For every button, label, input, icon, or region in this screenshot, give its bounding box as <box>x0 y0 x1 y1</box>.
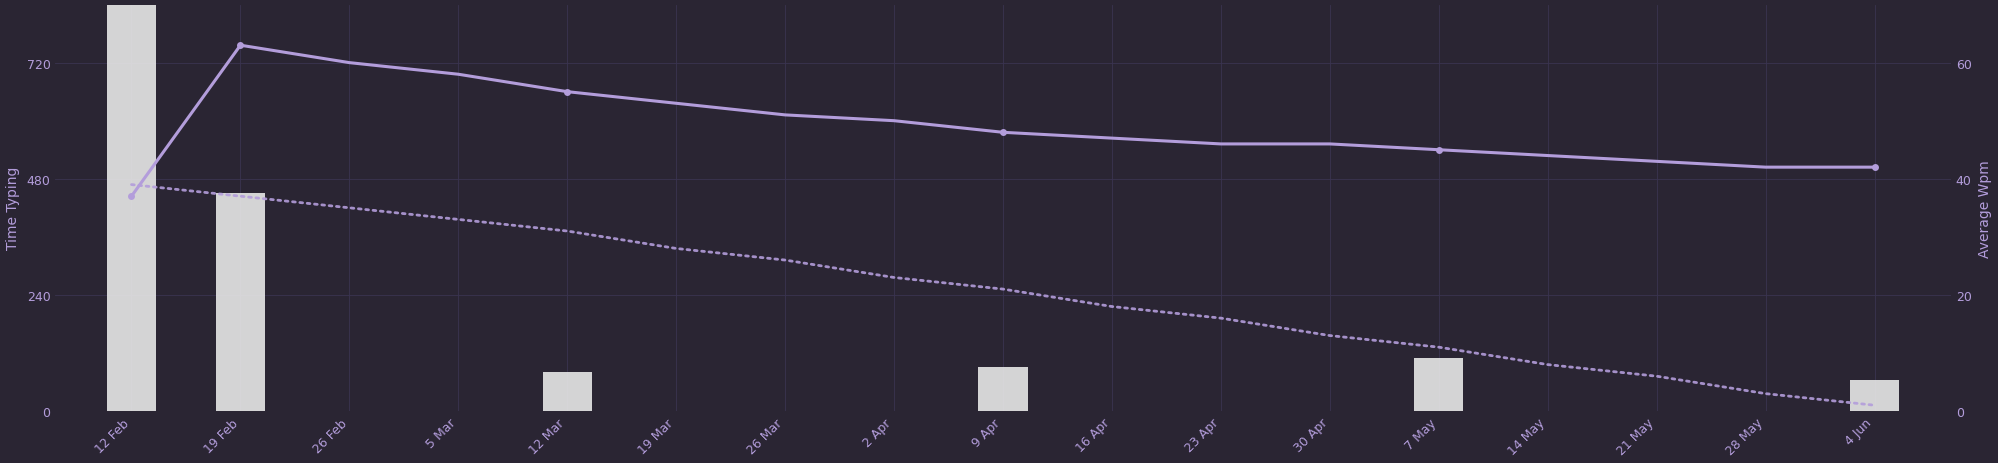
Bar <box>108 0 156 411</box>
Y-axis label: Time Typing: Time Typing <box>6 167 20 250</box>
Bar <box>1415 358 1463 411</box>
Bar <box>979 368 1027 411</box>
Bar <box>216 194 266 411</box>
Bar <box>543 373 591 411</box>
Bar <box>1850 380 1898 411</box>
Y-axis label: Average Wpm: Average Wpm <box>1978 160 1992 257</box>
